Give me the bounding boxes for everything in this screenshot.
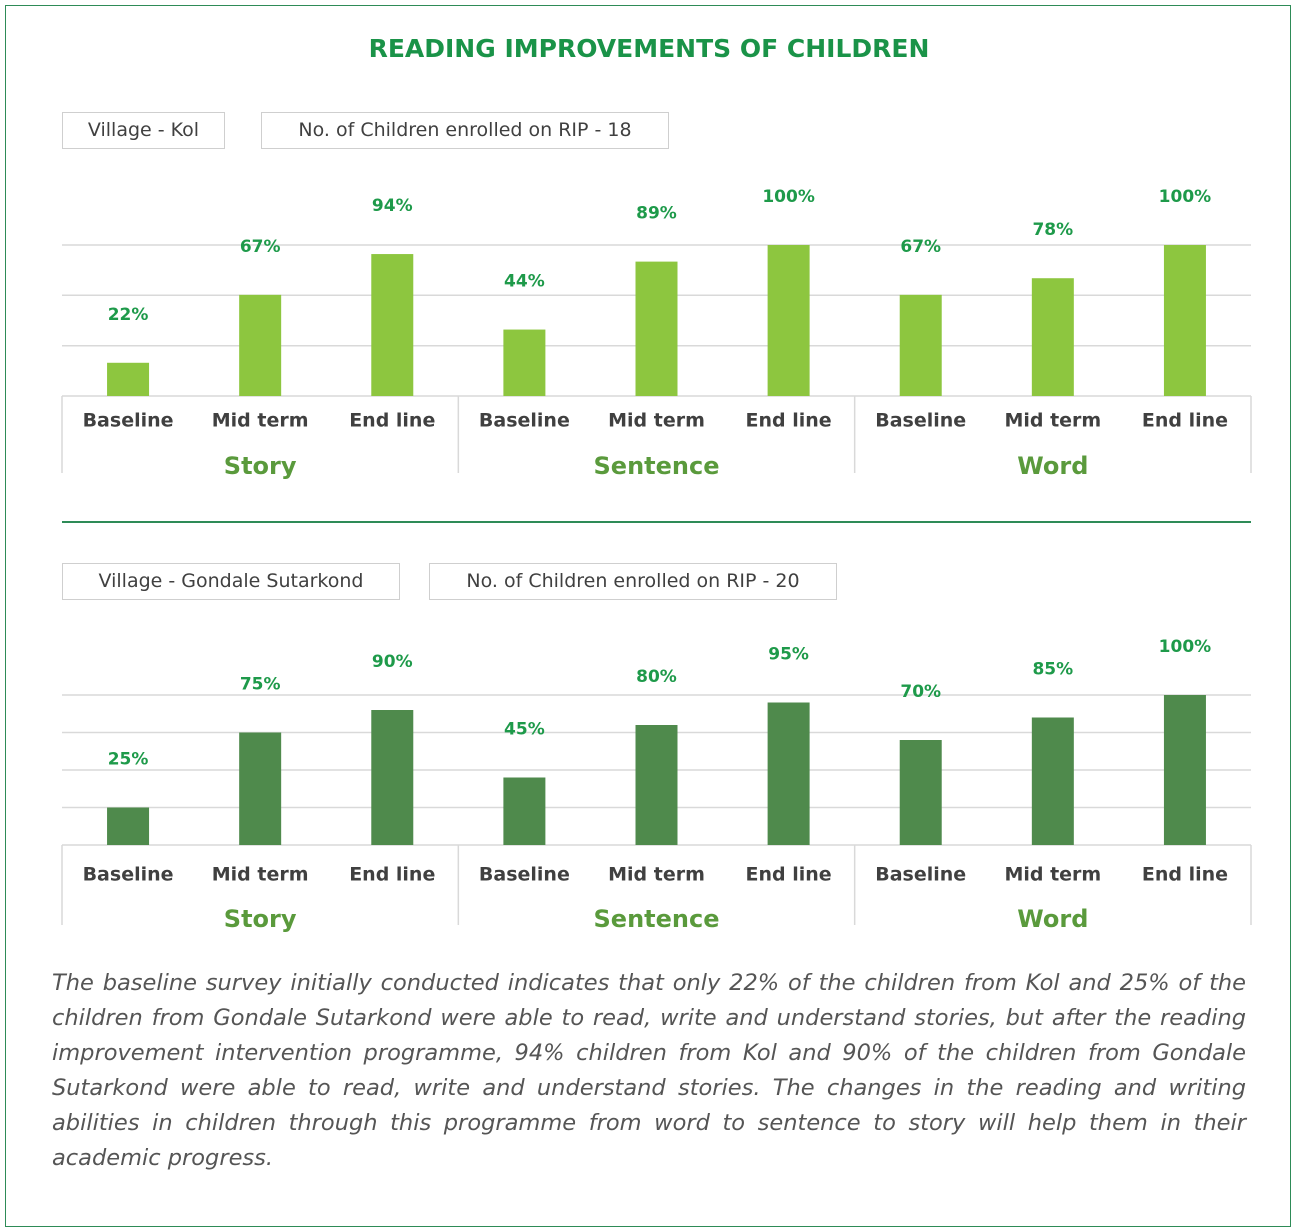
value-label: 89% (636, 204, 677, 224)
x-tick-label: Mid term (608, 410, 705, 432)
group-label: Word (1017, 905, 1088, 933)
value-label: 100% (762, 187, 815, 207)
bar (239, 732, 282, 845)
group-label: Story (224, 452, 297, 480)
x-tick-label: End line (349, 410, 435, 432)
enrolled-box: No. of Children enrolled on RIP - 18 (261, 112, 669, 149)
value-label: 75% (240, 675, 281, 695)
bar (635, 725, 678, 845)
bar (371, 254, 414, 396)
group-label: Sentence (594, 905, 720, 933)
group-label: Sentence (594, 452, 720, 480)
value-label: 67% (900, 237, 941, 257)
bar (239, 294, 282, 396)
value-label: 90% (372, 652, 413, 672)
bar (899, 740, 942, 845)
x-tick-label: Mid term (608, 864, 705, 886)
bar (1163, 695, 1206, 845)
value-label: 85% (1032, 660, 1073, 680)
bar (1031, 717, 1074, 845)
x-tick-label: End line (746, 864, 832, 886)
bar (635, 261, 678, 396)
value-label: 95% (768, 645, 809, 665)
village-box: Village - Gondale Sutarkond (62, 563, 400, 600)
bar (767, 245, 810, 396)
bar (371, 710, 414, 845)
value-label: 44% (504, 272, 545, 292)
value-label: 67% (240, 237, 281, 257)
x-tick-label: End line (1142, 410, 1228, 432)
value-label: 100% (1159, 637, 1212, 657)
value-label: 22% (108, 305, 149, 325)
value-label: 94% (372, 196, 413, 216)
x-tick-label: Mid term (212, 864, 309, 886)
note: The baseline survey initially conducted … (52, 970, 1246, 1171)
x-tick-label: Mid term (1004, 864, 1101, 886)
x-tick-label: End line (746, 410, 832, 432)
bar (767, 702, 810, 845)
value-label: 100% (1159, 187, 1212, 207)
bar (107, 362, 150, 396)
value-label: 25% (108, 750, 149, 770)
x-tick-label: Mid term (1004, 410, 1101, 432)
bar (1163, 245, 1206, 396)
x-tick-label: Baseline (479, 410, 570, 432)
x-tick-label: Baseline (875, 864, 966, 886)
value-label: 78% (1032, 220, 1073, 240)
bar (503, 777, 546, 845)
bar (899, 294, 942, 396)
title: READING IMPROVEMENTS OF CHILDREN (368, 34, 930, 63)
x-tick-label: Baseline (83, 864, 174, 886)
village-box: Village - Kol (62, 112, 225, 149)
group-label: Story (224, 905, 297, 933)
x-tick-label: End line (1142, 864, 1228, 886)
value-label: 80% (636, 667, 677, 687)
x-tick-label: Baseline (479, 864, 570, 886)
enrolled-box: No. of Children enrolled on RIP - 20 (429, 563, 837, 600)
value-label: 45% (504, 720, 545, 740)
x-tick-label: Baseline (875, 410, 966, 432)
x-tick-label: End line (349, 864, 435, 886)
x-tick-label: Baseline (83, 410, 174, 432)
bar (503, 329, 546, 396)
bar (1031, 278, 1074, 396)
frame (5, 5, 1291, 1227)
x-tick-label: Mid term (212, 410, 309, 432)
group-label: Word (1017, 452, 1088, 480)
value-label: 70% (900, 682, 941, 702)
bar (107, 807, 150, 845)
